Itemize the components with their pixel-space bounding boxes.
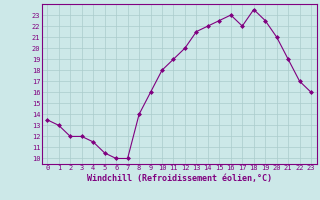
X-axis label: Windchill (Refroidissement éolien,°C): Windchill (Refroidissement éolien,°C) [87,174,272,183]
